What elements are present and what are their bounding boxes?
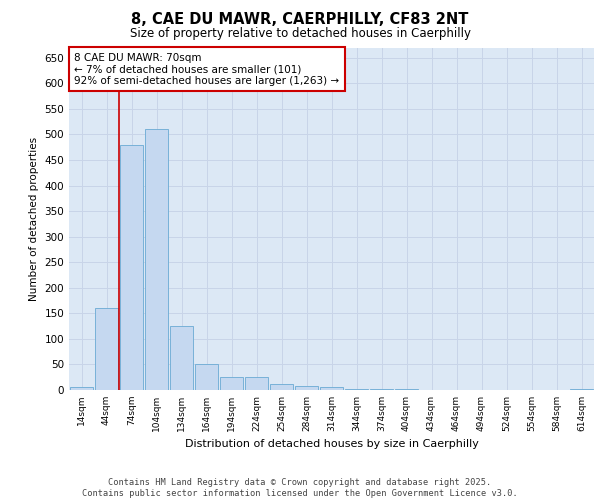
Bar — [570, 389, 593, 390]
Y-axis label: Number of detached properties: Number of detached properties — [29, 136, 39, 301]
Bar — [170, 326, 193, 390]
Bar — [295, 386, 318, 390]
Bar — [220, 377, 243, 390]
Bar — [195, 364, 218, 390]
Bar — [345, 389, 368, 390]
Bar — [245, 377, 268, 390]
Text: Contains HM Land Registry data © Crown copyright and database right 2025.
Contai: Contains HM Land Registry data © Crown c… — [82, 478, 518, 498]
Bar — [270, 384, 293, 390]
Bar — [120, 144, 143, 390]
Text: Size of property relative to detached houses in Caerphilly: Size of property relative to detached ho… — [130, 28, 470, 40]
Text: 8, CAE DU MAWR, CAERPHILLY, CF83 2NT: 8, CAE DU MAWR, CAERPHILLY, CF83 2NT — [131, 12, 469, 28]
Bar — [320, 388, 343, 390]
Text: 8 CAE DU MAWR: 70sqm
← 7% of detached houses are smaller (101)
92% of semi-detac: 8 CAE DU MAWR: 70sqm ← 7% of detached ho… — [74, 52, 340, 86]
Bar — [145, 130, 168, 390]
Bar — [95, 308, 118, 390]
X-axis label: Distribution of detached houses by size in Caerphilly: Distribution of detached houses by size … — [185, 440, 478, 450]
Bar — [70, 388, 93, 390]
